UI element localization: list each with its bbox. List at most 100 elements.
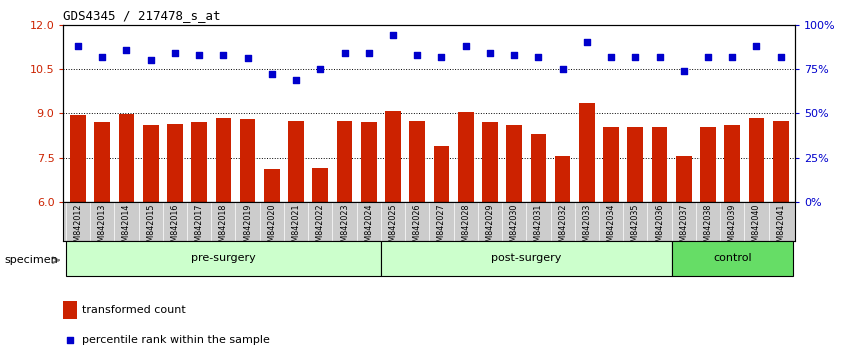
Bar [700, 127, 716, 202]
Text: GDS4345 / 217478_s_at: GDS4345 / 217478_s_at [63, 9, 221, 22]
Text: post-surgery: post-surgery [491, 253, 562, 263]
Bar [167, 125, 183, 202]
Text: GSM842025: GSM842025 [388, 204, 398, 252]
Bar [191, 122, 207, 202]
Text: GSM842032: GSM842032 [558, 204, 567, 252]
Text: GSM842026: GSM842026 [413, 204, 421, 252]
Point [774, 54, 788, 59]
Bar [143, 125, 158, 202]
Text: GSM842014: GSM842014 [122, 204, 131, 252]
Point [96, 54, 109, 59]
Bar [288, 121, 304, 202]
Point [144, 57, 157, 63]
Bar [724, 125, 740, 202]
Bar [773, 121, 788, 202]
Text: pre-surgery: pre-surgery [191, 253, 255, 263]
Bar [409, 121, 425, 202]
Point [677, 68, 690, 74]
Point [483, 50, 497, 56]
Bar [555, 156, 570, 202]
Bar [530, 134, 547, 202]
Point [338, 50, 351, 56]
Text: GSM842015: GSM842015 [146, 204, 155, 252]
Point [289, 77, 303, 82]
Point [387, 33, 400, 38]
Point [701, 54, 715, 59]
Text: GSM842041: GSM842041 [776, 204, 785, 252]
Text: GSM842017: GSM842017 [195, 204, 204, 252]
Bar [385, 111, 401, 202]
Point [217, 52, 230, 58]
Point [314, 66, 327, 72]
Text: GSM842030: GSM842030 [509, 204, 519, 252]
Point [168, 50, 182, 56]
Point [119, 47, 133, 52]
Text: GSM842020: GSM842020 [267, 204, 277, 252]
Text: GSM842022: GSM842022 [316, 204, 325, 252]
Point [750, 43, 763, 49]
Point [580, 40, 594, 45]
Point [653, 54, 667, 59]
Bar [337, 121, 353, 202]
Point [556, 66, 569, 72]
Point [531, 54, 545, 59]
Point [410, 52, 424, 58]
Bar [95, 122, 110, 202]
Bar [672, 241, 793, 276]
Bar [482, 122, 497, 202]
Text: GSM842024: GSM842024 [365, 204, 373, 252]
Text: GSM842012: GSM842012 [74, 204, 83, 252]
Bar [63, 301, 77, 319]
Bar [66, 241, 381, 276]
Bar [458, 112, 474, 202]
Point [508, 52, 521, 58]
Point [362, 50, 376, 56]
Bar [312, 168, 328, 202]
Text: GSM842036: GSM842036 [655, 204, 664, 252]
Bar [118, 114, 135, 202]
Text: GSM842028: GSM842028 [461, 204, 470, 252]
Point [192, 52, 206, 58]
Bar [381, 241, 672, 276]
Bar [651, 127, 667, 202]
Text: control: control [713, 253, 751, 263]
Text: GSM842034: GSM842034 [607, 204, 616, 252]
Text: GSM842038: GSM842038 [704, 204, 712, 252]
Text: GSM842031: GSM842031 [534, 204, 543, 252]
Text: GSM842023: GSM842023 [340, 204, 349, 252]
Point [459, 43, 472, 49]
Text: GSM842033: GSM842033 [582, 204, 591, 252]
Bar [676, 156, 692, 202]
Bar [216, 118, 231, 202]
Text: GSM842040: GSM842040 [752, 204, 761, 252]
Point [629, 54, 642, 59]
Point [604, 54, 618, 59]
Text: specimen: specimen [4, 255, 58, 265]
Text: GSM842037: GSM842037 [679, 204, 689, 252]
Text: GSM842035: GSM842035 [631, 204, 640, 252]
Text: GSM842018: GSM842018 [219, 204, 228, 252]
Text: percentile rank within the sample: percentile rank within the sample [82, 335, 271, 345]
Bar [579, 103, 595, 202]
Bar [603, 127, 619, 202]
Bar [506, 125, 522, 202]
Text: GSM842039: GSM842039 [728, 204, 737, 252]
Point [265, 72, 278, 77]
Text: GSM842019: GSM842019 [243, 204, 252, 252]
Bar [434, 146, 449, 202]
Text: GSM842027: GSM842027 [437, 204, 446, 252]
Bar [628, 127, 643, 202]
Point [241, 56, 255, 61]
Text: GSM842013: GSM842013 [98, 204, 107, 252]
Bar [239, 119, 255, 202]
Bar [264, 169, 280, 202]
Point [435, 54, 448, 59]
Point [63, 337, 77, 343]
Point [71, 43, 85, 49]
Bar [749, 118, 764, 202]
Text: GSM842029: GSM842029 [486, 204, 494, 252]
Text: GSM842016: GSM842016 [170, 204, 179, 252]
Bar [361, 122, 376, 202]
Bar [70, 115, 85, 202]
Text: GSM842021: GSM842021 [292, 204, 300, 252]
